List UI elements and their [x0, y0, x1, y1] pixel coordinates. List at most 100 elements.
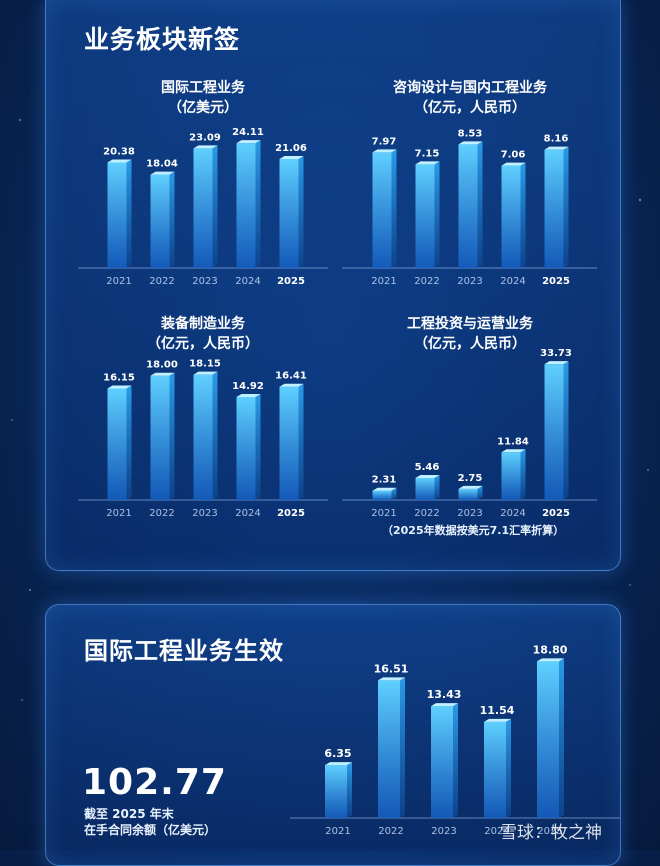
- chart-3: 16.15 2021 18.00 2022 18.15 2023 14.92 2024 16.4…: [78, 359, 328, 519]
- bar-cap: [193, 371, 218, 375]
- category-label: 2023: [431, 826, 456, 837]
- bar-cap: [236, 393, 261, 397]
- bar-cap: [431, 703, 458, 707]
- bar-side: [126, 385, 132, 500]
- value-label: 11.84: [497, 436, 529, 447]
- backlog-value: 102.77: [82, 762, 227, 803]
- bar: [501, 452, 521, 500]
- bar-cap: [372, 149, 397, 153]
- bar-cap: [279, 383, 304, 387]
- bar: [150, 375, 170, 500]
- bar-cap: [484, 718, 511, 722]
- bar-side: [126, 159, 132, 268]
- bar-cap: [458, 485, 483, 489]
- bar-cap: [544, 361, 569, 365]
- bar-side: [169, 372, 175, 500]
- category-label: 2022: [414, 276, 439, 287]
- category-label: 2025: [542, 508, 570, 519]
- chart1-title-block: 国际工程业务 （亿美元）: [113, 78, 293, 118]
- bar-side: [298, 155, 304, 268]
- bar-side: [212, 371, 218, 500]
- bar-cap: [458, 141, 483, 145]
- chart3-unit: （亿元，人民币）: [147, 336, 259, 352]
- value-label: 20.38: [103, 146, 135, 157]
- category-label: 2024: [500, 508, 525, 519]
- chart3-title-block: 装备制造业务 （亿元，人民币）: [113, 314, 293, 354]
- category-label: 2021: [106, 276, 131, 287]
- value-label: 14.92: [232, 381, 264, 392]
- bar-cap: [378, 677, 405, 681]
- bar-cap: [325, 762, 352, 766]
- category-label: 2024: [500, 276, 525, 287]
- chart3-title: 装备制造业务: [161, 316, 245, 332]
- value-label: 7.06: [501, 150, 526, 161]
- bar-cap: [544, 146, 569, 150]
- value-label: 33.73: [540, 348, 572, 359]
- value-label: 8.53: [458, 128, 483, 139]
- value-label: 24.11: [232, 127, 264, 138]
- bar-cap: [107, 385, 132, 389]
- value-label: 6.35: [324, 747, 351, 760]
- bar-side: [477, 141, 483, 268]
- category-label: 2024: [484, 826, 509, 837]
- bar: [236, 396, 256, 500]
- category-label: 2025: [277, 276, 305, 287]
- bar-side: [434, 161, 440, 268]
- bar-side: [347, 762, 352, 818]
- bar-side: [563, 361, 569, 500]
- category-label: 2025: [537, 826, 562, 837]
- bar-side: [391, 487, 397, 500]
- bar: [150, 174, 170, 268]
- bar: [415, 478, 435, 500]
- bar: [501, 165, 521, 268]
- category-label: 2023: [457, 276, 482, 287]
- bar-cap: [193, 145, 218, 149]
- chart-2: 7.97 2021 7.15 2022 8.53 2023 7.06 2024 8.16 2025: [342, 128, 597, 287]
- bar: [458, 144, 478, 268]
- watermark: 雪球：牧之神: [500, 823, 602, 843]
- bar: [415, 164, 435, 268]
- bar: [537, 661, 559, 818]
- bar-cap: [372, 487, 397, 491]
- value-label: 18.04: [146, 159, 178, 170]
- bar-cap: [415, 475, 440, 479]
- bar: [372, 490, 392, 500]
- bar-side: [255, 140, 261, 268]
- bar-side: [169, 171, 175, 268]
- chart-4: 2.31 2021 5.46 2022 2.75 2023 11.84 2024 33.73 20…: [342, 348, 597, 519]
- category-label: 2025: [542, 276, 570, 287]
- bar-side: [391, 149, 397, 268]
- bar-cap: [107, 159, 132, 163]
- chart2-title-block: 咨询设计与国内工程业务 （亿元，人民币）: [355, 78, 585, 118]
- chart-5: 6.35 2021 16.51 2022 13.43 2023 11.54 2024 18.80…: [290, 643, 620, 837]
- category-label: 2021: [371, 276, 396, 287]
- bar: [544, 364, 564, 500]
- value-label: 2.31: [372, 475, 397, 486]
- bar-cap: [150, 372, 175, 376]
- bar: [544, 149, 564, 268]
- exchange-rate-note: （2025年数据按美元7.1汇率折算）: [382, 524, 565, 537]
- category-label: 2022: [414, 508, 439, 519]
- value-label: 13.43: [427, 688, 462, 701]
- category-label: 2023: [192, 508, 217, 519]
- chart4-unit: （亿元，人民币）: [414, 336, 526, 352]
- value-label: 23.09: [189, 132, 221, 143]
- category-label: 2021: [371, 508, 396, 519]
- category-label: 2024: [235, 276, 260, 287]
- category-label: 2023: [192, 276, 217, 287]
- category-label: 2024: [235, 508, 260, 519]
- category-label: 2025: [277, 508, 305, 519]
- category-label: 2022: [378, 826, 403, 837]
- chart2-unit: （亿元，人民币）: [414, 100, 526, 116]
- value-label: 16.41: [275, 371, 307, 382]
- backlog-label-line1: 截至 2025 年末: [84, 807, 174, 821]
- value-label: 18.00: [146, 360, 178, 371]
- bar-side: [453, 703, 458, 818]
- bar-side: [212, 145, 218, 268]
- bar: [236, 143, 256, 268]
- value-label: 8.16: [544, 134, 569, 145]
- value-label: 21.06: [275, 143, 307, 154]
- value-label: 7.97: [372, 136, 397, 147]
- bar: [325, 765, 347, 818]
- value-label: 2.75: [458, 473, 483, 484]
